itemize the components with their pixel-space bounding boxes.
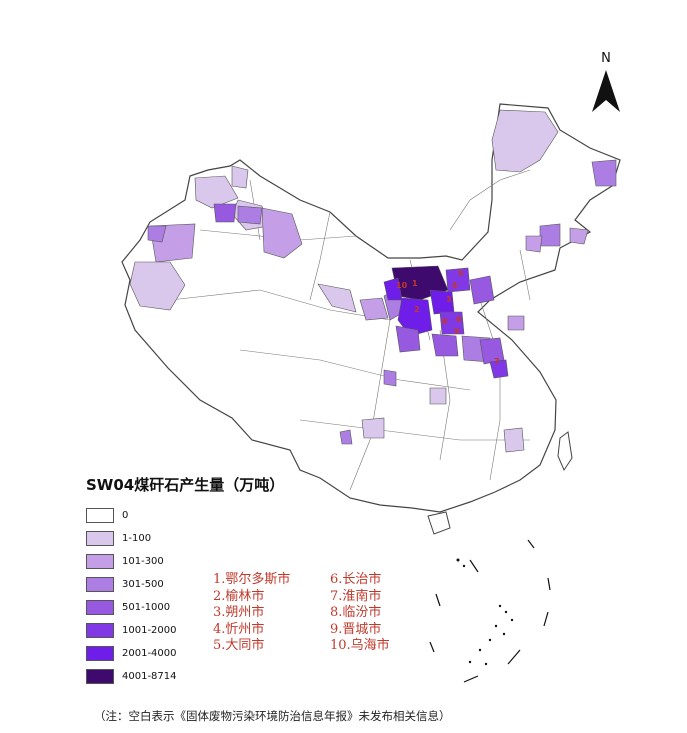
north-arrow: N xyxy=(592,51,620,112)
legend-swatch xyxy=(86,646,114,661)
legend: 0 1-100 101-300 301-500 501-1000 1001-2000 200… xyxy=(86,505,177,689)
legend-label: 501-1000 xyxy=(122,602,171,613)
region-xinjiang-c xyxy=(147,225,167,243)
city-item: 1.鄂尔多斯市 xyxy=(213,572,291,587)
city-item: 4.忻州市 xyxy=(213,621,265,637)
map-label-9: 9 xyxy=(454,327,460,336)
legend-title: SW04煤矸石产生量（万吨） xyxy=(86,476,285,494)
north-label: N xyxy=(601,51,611,66)
hainan-island xyxy=(427,511,451,535)
legend-swatch xyxy=(86,554,114,569)
map-label-1: 1 xyxy=(412,279,418,288)
legend-item: 301-500 xyxy=(86,574,177,595)
map-label-7: 7 xyxy=(494,357,500,366)
city-item: 10.乌海市 xyxy=(330,638,390,653)
city-item: 3.朔州市 xyxy=(213,605,265,620)
city-item: 9.晋城市 xyxy=(330,621,382,637)
legend-item: 1-100 xyxy=(86,528,177,549)
region-gansu-1 xyxy=(317,283,357,313)
region-henan-2 xyxy=(479,337,505,365)
map-label-5: 5 xyxy=(458,269,464,278)
region-heilongjiang-east xyxy=(591,159,617,187)
map-label-4: 4 xyxy=(452,281,458,290)
legend-swatch xyxy=(86,623,114,638)
region-hunan xyxy=(429,387,447,405)
map-regions xyxy=(129,109,617,453)
region-sichuan-1 xyxy=(383,369,397,387)
region-shaanxi-2 xyxy=(395,325,421,353)
legend-swatch xyxy=(86,669,114,684)
legend-swatch xyxy=(86,600,114,615)
region-shanxi-4 xyxy=(431,333,459,357)
city-item: 2.榆林市 xyxy=(213,588,265,604)
region-xinjiang-north-3 xyxy=(231,165,249,189)
region-fujian xyxy=(503,427,525,453)
legend-label: 1-100 xyxy=(122,533,152,544)
map-label-8: 8 xyxy=(442,317,448,326)
region-shanxi-2 xyxy=(439,311,465,335)
region-xinjiang-north-1 xyxy=(194,175,239,209)
region-gansu-2 xyxy=(359,297,389,321)
region-shanxi-3 xyxy=(445,267,471,293)
region-yunnan xyxy=(339,429,353,445)
legend-item: 2001-4000 xyxy=(86,643,177,664)
region-shandong xyxy=(507,315,525,331)
city-item: 5.大同市 xyxy=(213,638,265,653)
region-jilin xyxy=(539,223,561,247)
south-china-sea-dashes xyxy=(429,539,551,683)
footnote: （注：空白表示《固体废物污染环境防治信息年报》未发布相关信息） xyxy=(94,709,451,723)
region-xinjiang-a xyxy=(213,203,237,223)
region-hebei xyxy=(469,275,495,305)
map-label-6: 6 xyxy=(456,315,462,324)
legend-item: 101-300 xyxy=(86,551,177,572)
map-label-10: 10 xyxy=(396,281,408,290)
legend-swatch xyxy=(86,531,114,546)
region-heilongjiang xyxy=(491,109,559,173)
map-city-numbers: 10 1 2 3 4 5 6 7 8 9 xyxy=(396,269,500,366)
legend-swatch xyxy=(86,508,114,523)
region-guizhou xyxy=(361,417,385,439)
region-liaoning xyxy=(569,227,589,245)
region-shaanxi-north xyxy=(397,297,433,337)
legend-label: 0 xyxy=(122,510,129,521)
city-item: 7.淮南市 xyxy=(330,588,382,604)
region-inner-mongolia-east xyxy=(525,235,543,253)
region-anhui xyxy=(489,359,509,379)
city-item: 6.长治市 xyxy=(330,572,382,587)
region-xinjiang-b xyxy=(237,205,263,225)
map-label-3: 3 xyxy=(446,295,452,304)
north-arrow-icon xyxy=(592,70,620,112)
region-xinjiang-east xyxy=(261,207,303,259)
legend-label: 101-300 xyxy=(122,556,164,567)
taiwan-island xyxy=(557,431,573,472)
legend-item: 0 xyxy=(86,505,177,526)
south-china-sea-islands xyxy=(456,558,514,666)
legend-item: 4001-8714 xyxy=(86,666,177,687)
legend-label: 1001-2000 xyxy=(122,625,177,636)
legend-swatch xyxy=(86,577,114,592)
legend-item: 501-1000 xyxy=(86,597,177,618)
legend-label: 4001-8714 xyxy=(122,671,177,682)
city-item: 8.临汾市 xyxy=(330,605,382,620)
region-xinjiang-sw xyxy=(129,261,186,311)
legend-label: 2001-4000 xyxy=(122,648,177,659)
map-label-2: 2 xyxy=(414,305,420,314)
legend-label: 301-500 xyxy=(122,579,164,590)
legend-item: 1001-2000 xyxy=(86,620,177,641)
